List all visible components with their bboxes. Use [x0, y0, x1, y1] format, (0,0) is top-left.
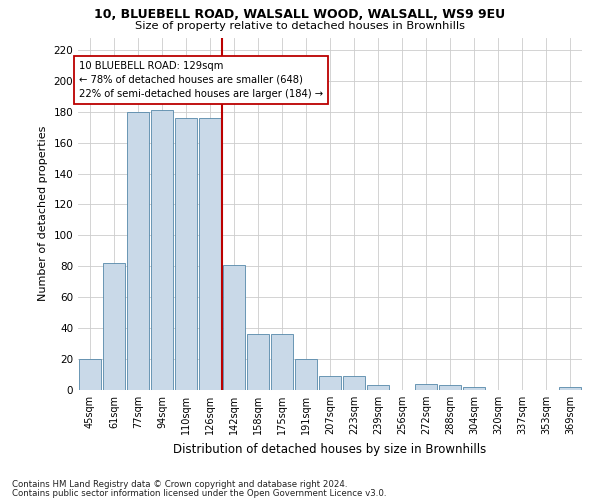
Bar — [271, 334, 293, 390]
Bar — [367, 386, 389, 390]
Text: 10, BLUEBELL ROAD, WALSALL WOOD, WALSALL, WS9 9EU: 10, BLUEBELL ROAD, WALSALL WOOD, WALSALL… — [94, 8, 506, 20]
Bar — [79, 359, 101, 390]
Text: Contains HM Land Registry data © Crown copyright and database right 2024.: Contains HM Land Registry data © Crown c… — [12, 480, 347, 489]
Bar — [151, 110, 173, 390]
Y-axis label: Number of detached properties: Number of detached properties — [38, 126, 48, 302]
Bar — [175, 118, 197, 390]
Text: Size of property relative to detached houses in Brownhills: Size of property relative to detached ho… — [135, 21, 465, 31]
Bar — [127, 112, 149, 390]
Bar — [415, 384, 437, 390]
Bar — [343, 376, 365, 390]
Bar — [439, 386, 461, 390]
Bar — [199, 118, 221, 390]
Text: Contains public sector information licensed under the Open Government Licence v3: Contains public sector information licen… — [12, 489, 386, 498]
Bar — [247, 334, 269, 390]
Bar — [463, 387, 485, 390]
Bar — [559, 387, 581, 390]
Bar — [223, 265, 245, 390]
X-axis label: Distribution of detached houses by size in Brownhills: Distribution of detached houses by size … — [173, 442, 487, 456]
Text: 10 BLUEBELL ROAD: 129sqm
← 78% of detached houses are smaller (648)
22% of semi-: 10 BLUEBELL ROAD: 129sqm ← 78% of detach… — [79, 60, 323, 98]
Bar — [103, 263, 125, 390]
Bar — [295, 359, 317, 390]
Bar — [319, 376, 341, 390]
